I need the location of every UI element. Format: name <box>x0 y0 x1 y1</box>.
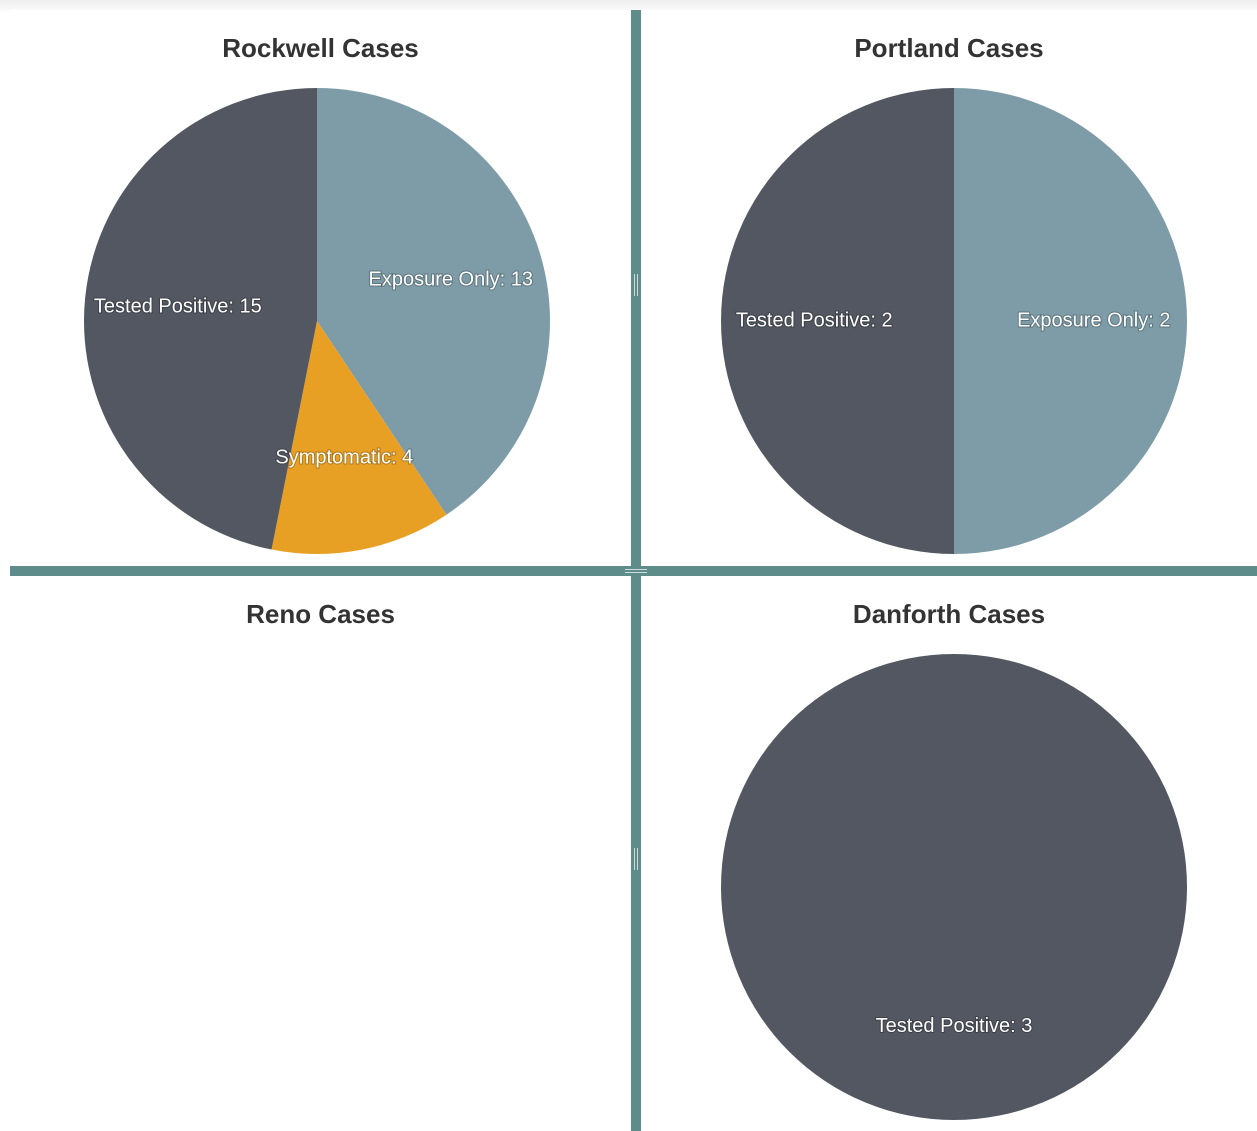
vertical-splitter-bottom[interactable] <box>631 576 641 1131</box>
data-label-symptomatic: Symptomatic: 4 <box>275 446 413 468</box>
chart-title: Portland Cases <box>854 33 1044 63</box>
data-label-tested-positive: Tested Positive: 3 <box>876 1015 1033 1037</box>
data-label-exposure-only: Exposure Only: 2 <box>1017 309 1170 331</box>
rockwell-chart-panel: Rockwell Cases Exposure Only: 13 Symptoma… <box>10 10 631 566</box>
rockwell-pie-chart: Exposure Only: 13 Symptomatic: 4 Tested Po… <box>84 88 550 554</box>
reno-chart-panel: Reno Cases <box>10 576 631 1131</box>
reno-pie-chart <box>10 576 631 1131</box>
data-label-tested-positive: Tested Positive: 2 <box>736 309 893 331</box>
chart-title: Rockwell Cases <box>222 33 419 63</box>
splitter-grip-icon[interactable] <box>625 569 647 573</box>
chart-title: Reno Cases <box>246 599 395 629</box>
data-label-tested-positive: Tested Positive: 15 <box>94 296 262 318</box>
portland-chart-panel: Portland Cases Exposure Only: 2 Tested Po… <box>641 10 1257 566</box>
horizontal-splitter[interactable] <box>10 566 1257 576</box>
splitter-grip-icon[interactable] <box>634 274 638 296</box>
danforth-chart-panel: Danforth Cases Tested Positive: 3 <box>641 576 1257 1131</box>
splitter-grip-icon[interactable] <box>634 848 638 870</box>
vertical-splitter-top[interactable] <box>631 10 641 566</box>
pie-slice-exposure-only[interactable] <box>954 88 1187 554</box>
pie-slice-exposure-only[interactable] <box>317 88 550 515</box>
chart-title: Danforth Cases <box>852 599 1046 629</box>
pie-slice-tested-positive[interactable] <box>721 88 954 554</box>
pie-slice-symptomatic[interactable] <box>271 321 447 554</box>
data-label-exposure-only: Exposure Only: 13 <box>369 269 534 291</box>
danforth-pie-chart: Tested Positive: 3 <box>721 654 1187 1120</box>
pie-slice-tested-positive[interactable] <box>721 654 1187 1120</box>
pie-slice-tested-positive[interactable] <box>84 88 317 550</box>
portland-pie-chart: Exposure Only: 2 Tested Positive: 2 <box>721 88 1187 554</box>
